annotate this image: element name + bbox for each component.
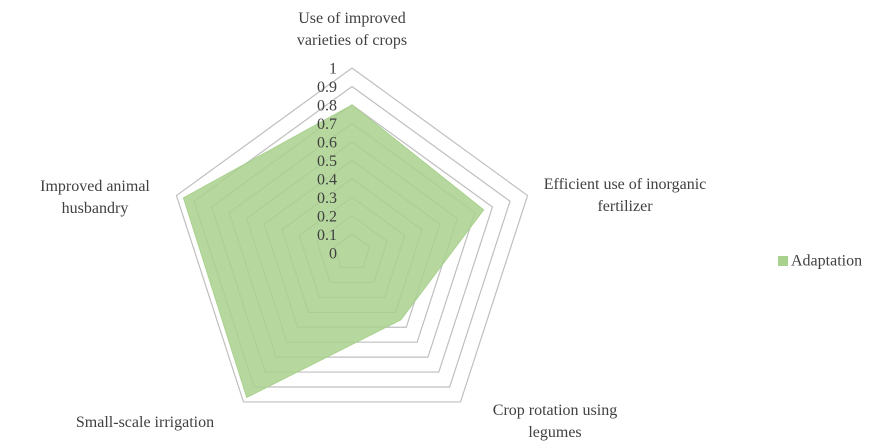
grid-ring (175, 67, 529, 403)
category-label: Small-scale irrigation (75, 414, 215, 431)
category-label: Crop rotation using legumes (492, 402, 618, 441)
tick-label: 0.3 (317, 190, 337, 207)
tick-label: 0.9 (317, 79, 337, 96)
tick-label: 0.2 (317, 208, 337, 225)
legend-swatch (778, 256, 788, 266)
tick-label: 0.7 (317, 116, 337, 133)
tick-label: 0.4 (317, 171, 337, 188)
tick-label: 0.8 (317, 98, 337, 115)
tick-label: 1 (329, 61, 337, 78)
series-area (182, 104, 485, 399)
tick-label: 0.1 (317, 227, 337, 244)
tick-label: 0.6 (317, 135, 337, 152)
tick-label: 0 (329, 245, 337, 262)
category-label: Improved animal husbandry (40, 178, 150, 217)
category-label: Use of improved varieties of crops (296, 10, 408, 49)
legend-label: Adaptation (791, 253, 862, 270)
category-label: Efficient use of inorganic fertilizer (543, 176, 707, 215)
tick-label: 0.5 (317, 153, 337, 170)
